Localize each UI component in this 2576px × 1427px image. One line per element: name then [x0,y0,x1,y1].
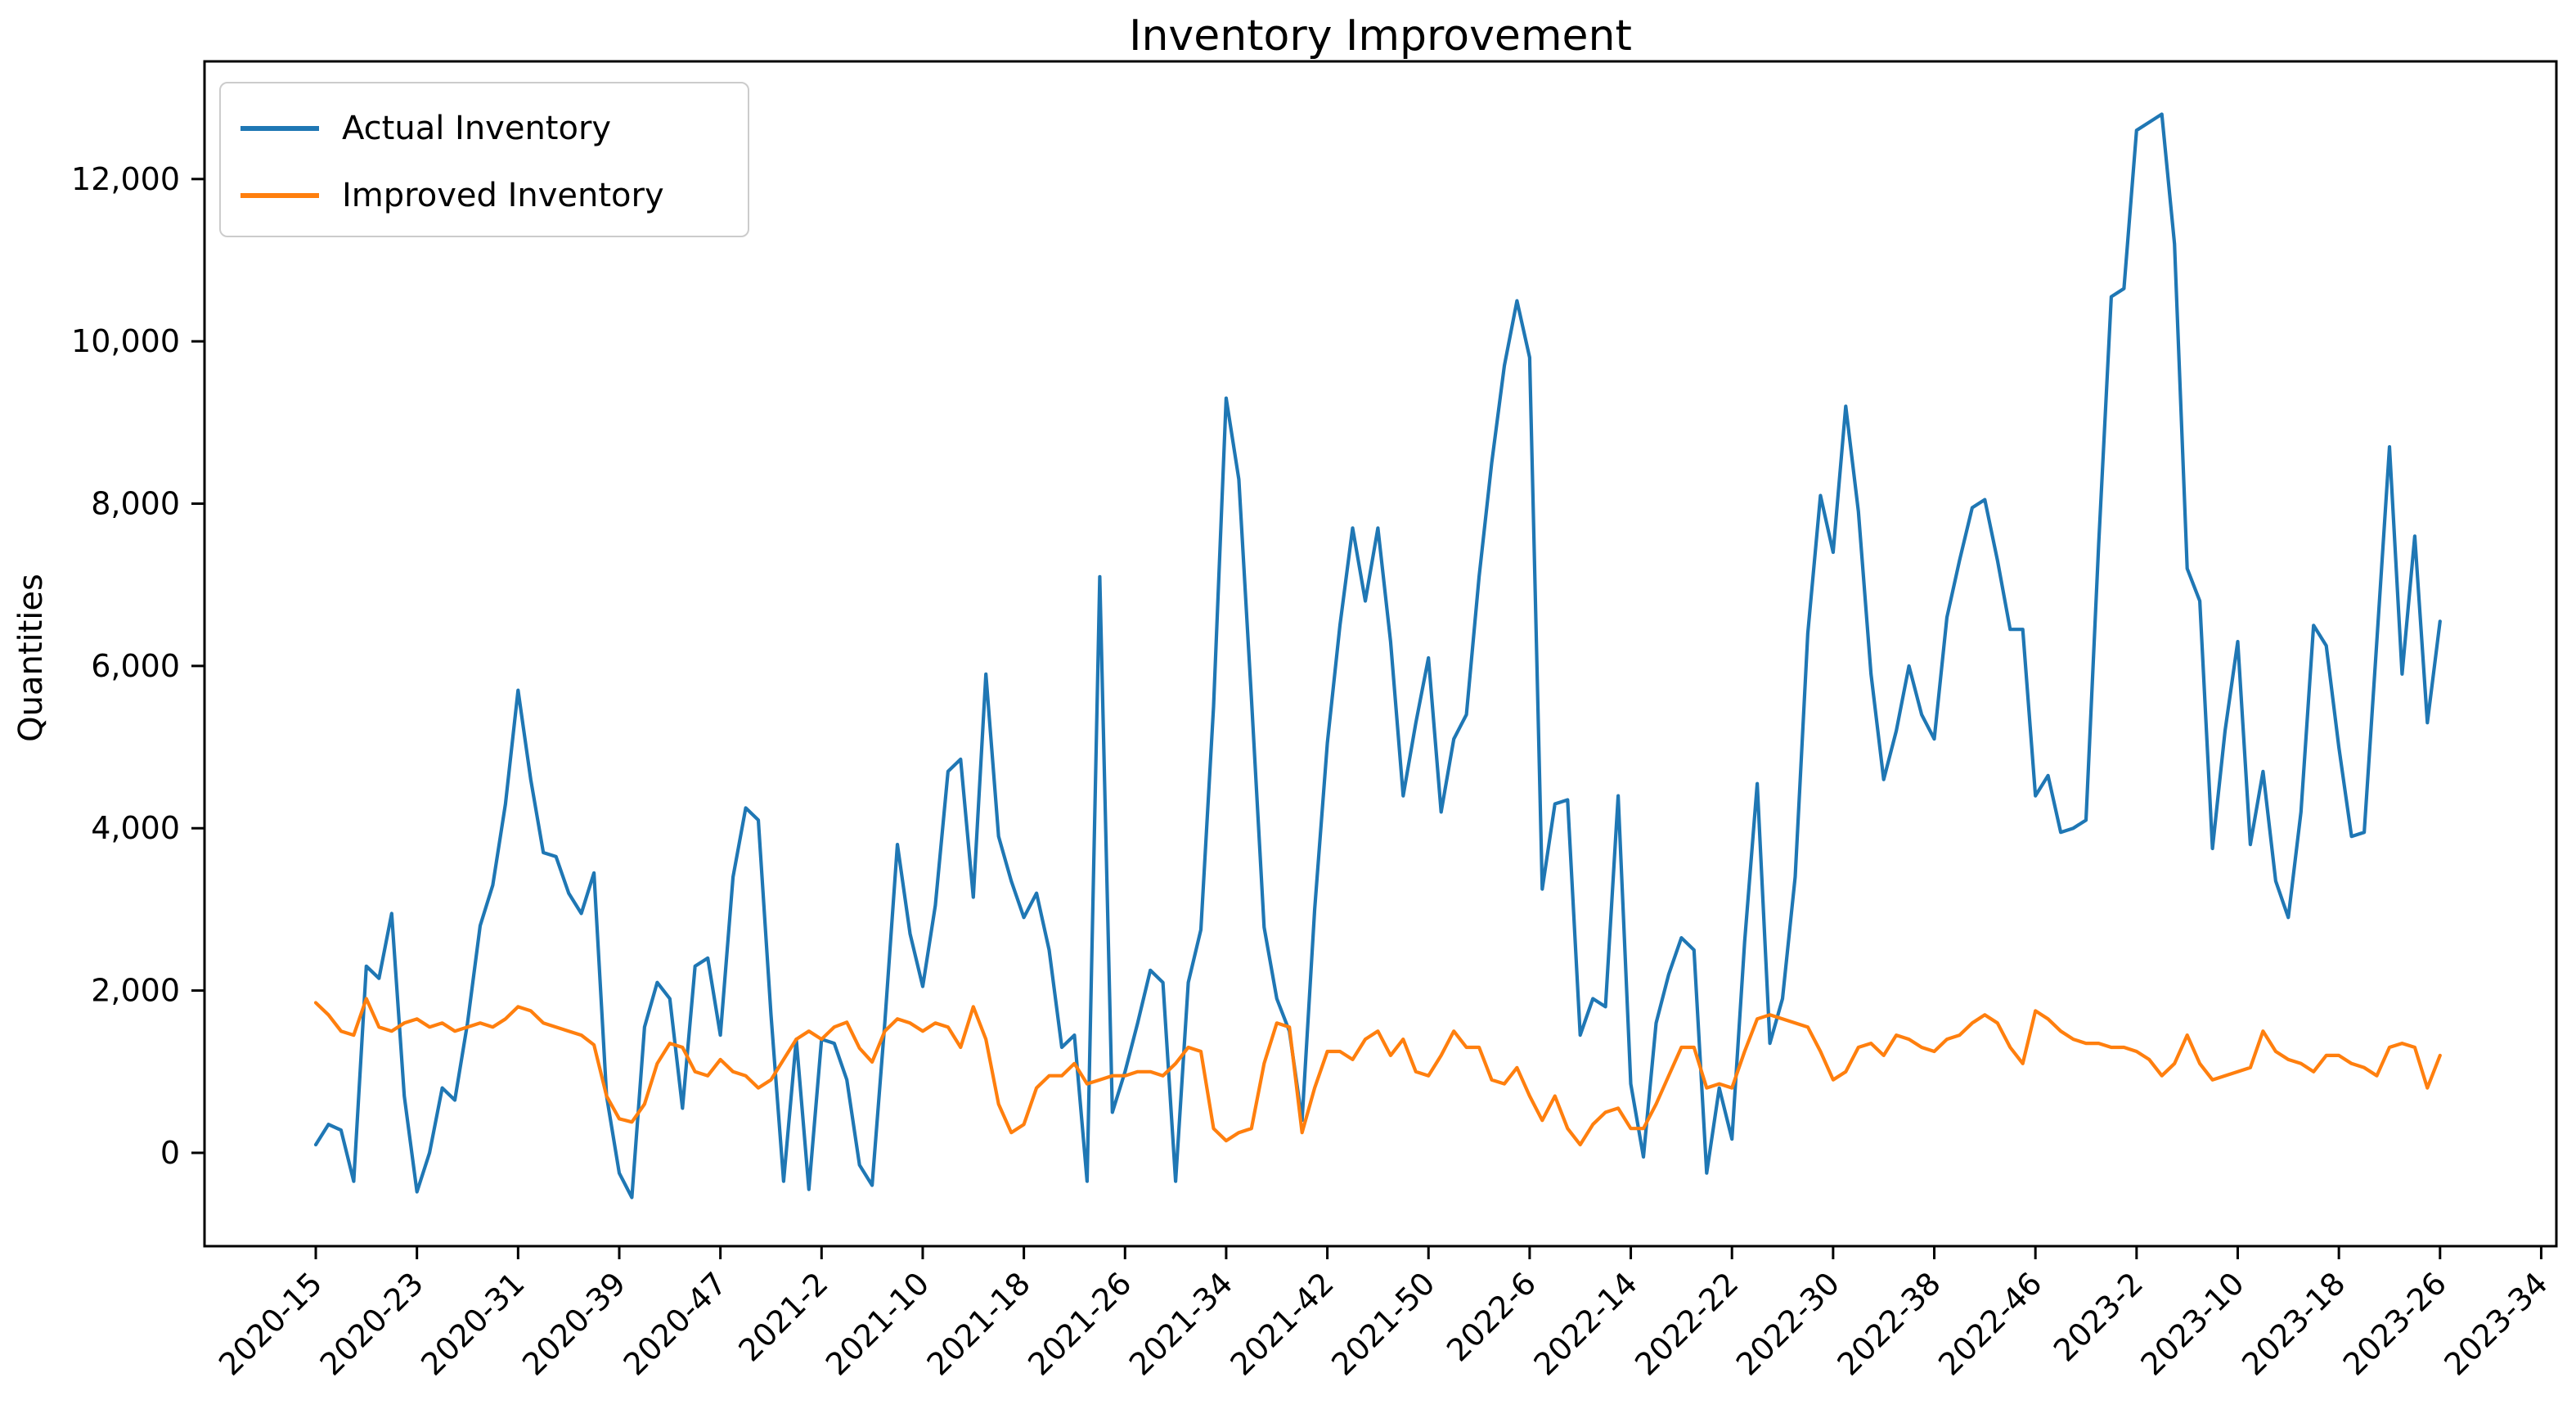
x-tick-label: 2021-18 [920,1265,1037,1382]
y-tick-label: 0 [160,1135,180,1171]
x-tick-label: 2022-46 [1931,1265,2048,1382]
x-tick-label: 2020-47 [617,1265,734,1382]
y-axis-label: Quantities [12,574,50,742]
improved-line-swatch [241,193,319,198]
actual-line-swatch [241,126,319,131]
x-tick-label: 2022-14 [1527,1265,1644,1382]
x-tick-label: 2020-15 [212,1265,329,1382]
y-tick-label: 12,000 [71,161,180,197]
legend-item-actual: Actual Inventory [241,105,728,152]
x-tick-label: 2021-2 [731,1265,834,1368]
x-tick-label: 2021-42 [1224,1265,1341,1382]
y-tick-label: 6,000 [91,648,180,684]
x-tick-label: 2020-23 [313,1265,430,1382]
x-tick-label: 2021-10 [819,1265,936,1382]
legend-label-actual: Actual Inventory [342,110,612,147]
y-tick-label: 8,000 [91,486,180,522]
x-tick-label: 2021-50 [1324,1265,1441,1382]
legend-item-improved: Improved Inventory [241,172,728,219]
x-tick-label: 2022-22 [1628,1265,1745,1382]
x-tick-label: 2021-34 [1122,1265,1239,1382]
x-tick-label: 2023-34 [2437,1265,2554,1382]
x-tick-label: 2023-10 [2133,1265,2250,1382]
x-tick-label: 2021-26 [1021,1265,1138,1382]
actual-inventory-line [313,112,2442,1200]
x-tick-label: 2022-38 [1830,1265,1947,1382]
x-tick-label: 2023-18 [2235,1265,2352,1382]
plot-frame [203,60,2558,1248]
x-tick-label: 2022-6 [1440,1265,1543,1368]
x-tick-label: 2023-2 [2047,1265,2150,1368]
chart-title: Inventory Improvement [1129,11,1632,61]
x-tick-label: 2023-26 [2336,1265,2453,1382]
improved-inventory-line [313,997,2442,1147]
x-tick-label: 2020-39 [515,1265,632,1382]
x-tick-label: 2022-30 [1729,1265,1846,1382]
y-tick-label: 4,000 [91,810,180,846]
legend: Actual Inventory Improved Inventory [219,82,749,237]
y-tick-label: 2,000 [91,973,180,1009]
y-tick-label: 10,000 [71,323,180,359]
legend-label-improved: Improved Inventory [342,177,664,214]
x-tick-label: 2020-31 [414,1265,531,1382]
